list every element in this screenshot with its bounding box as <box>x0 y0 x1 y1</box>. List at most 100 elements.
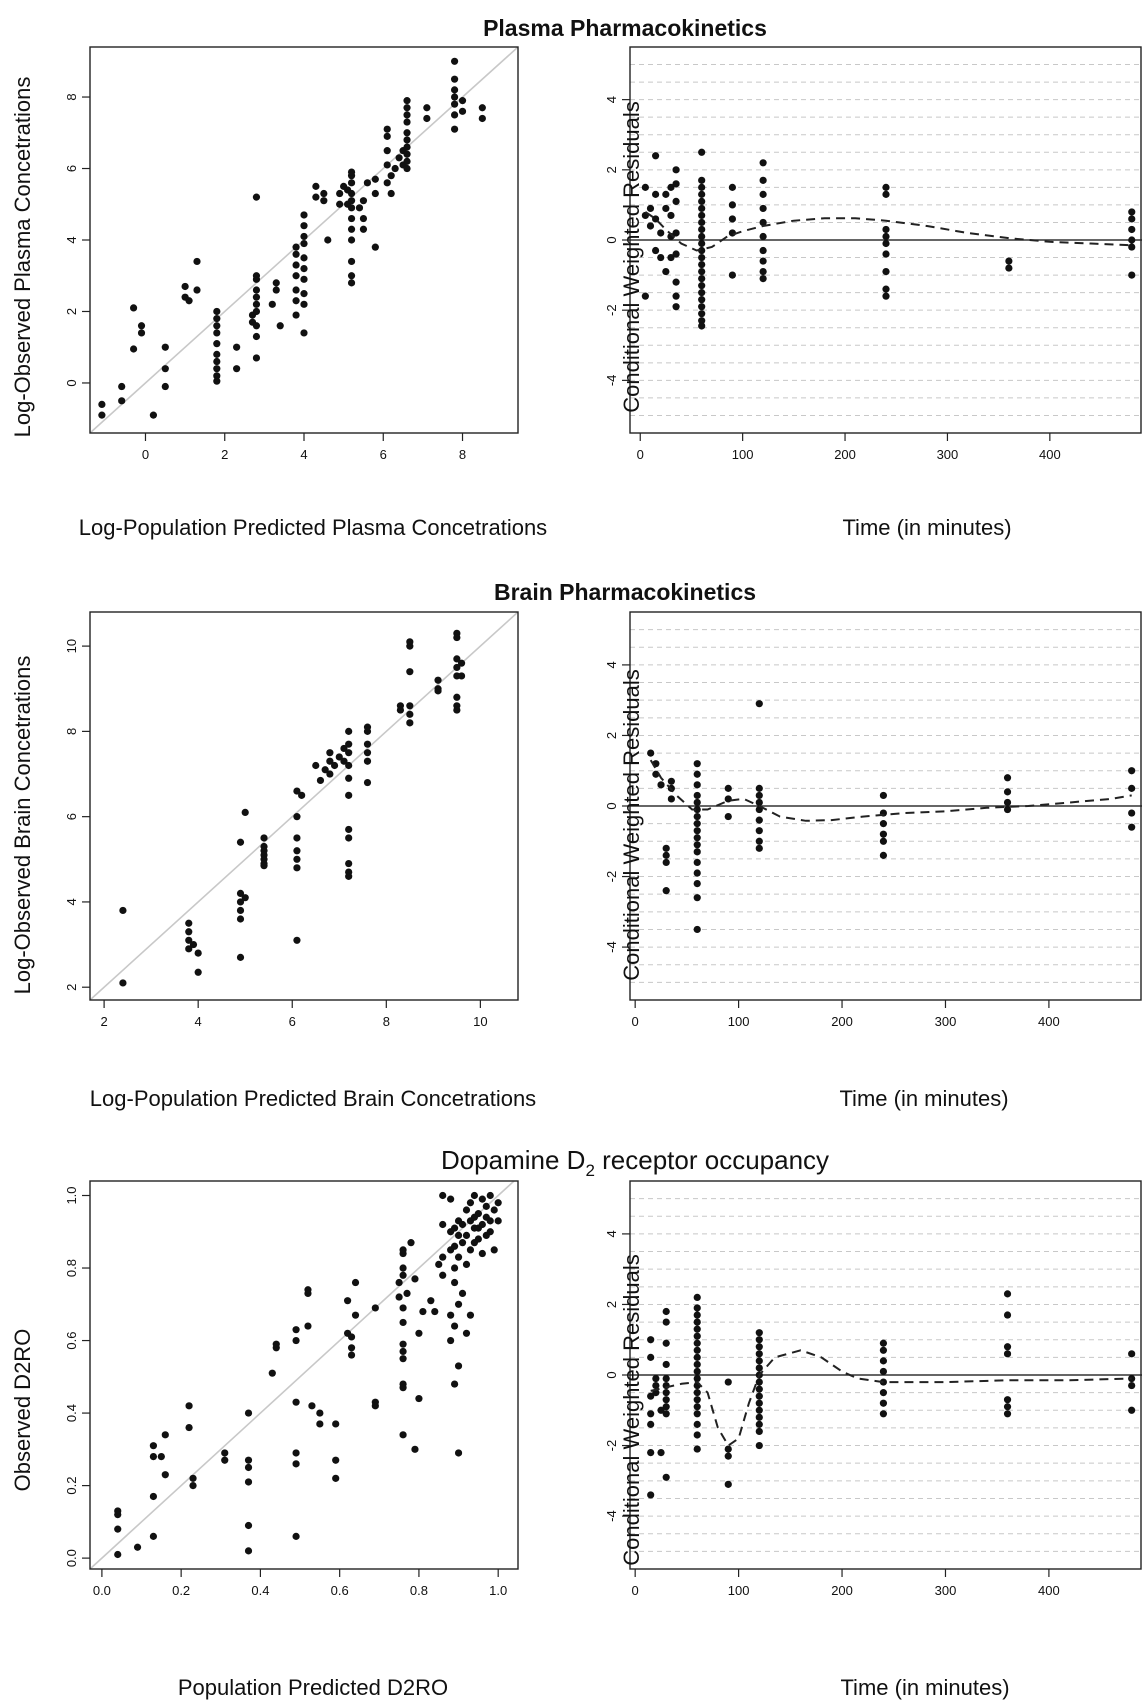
brain-obs-vs-pred-point <box>312 761 320 770</box>
plasma-residuals-point <box>641 292 649 300</box>
plasma-obs-vs-pred-panel: 0 2 4 6 8 0 2 4 6 8 Log-Population Predicted Plas… <box>10 46 547 540</box>
plasma-obs-vs-pred-point <box>363 179 372 187</box>
d2ro-residuals-point <box>662 1318 670 1326</box>
brain-obs-vs-pred-y-tick-label: 6 <box>64 813 79 820</box>
brain-obs-vs-pred-point <box>363 740 372 748</box>
d2ro-residuals-point <box>693 1389 701 1397</box>
brain-obs-vs-pred-x-tick-label: 2 <box>100 1014 107 1029</box>
brain-residuals-plot: 0 100 200 300 400 -4 -2 0 2 4 <box>604 611 1142 1029</box>
brain-residuals-point <box>647 749 655 757</box>
plasma-obs-vs-pred-point <box>98 411 106 419</box>
d2ro-residuals-point <box>662 1374 670 1383</box>
d2ro-obs-vs-pred-point <box>292 1398 300 1406</box>
brain-residuals-x-tick-label: 0 <box>632 1014 639 1029</box>
d2ro-obs-vs-pred-point <box>490 1246 498 1254</box>
d2ro-obs-vs-pred-point <box>149 1532 158 1540</box>
plasma-obs-vs-pred-point <box>292 261 300 269</box>
plasma-residuals-point <box>728 183 737 191</box>
plasma-obs-vs-pred-point <box>450 86 459 94</box>
d2ro-residuals-ylabel: Conditional Weighted Residuals <box>619 1254 644 1565</box>
brain-residuals-point <box>1128 823 1136 831</box>
d2ro-residuals-point <box>662 1473 670 1481</box>
plasma-obs-vs-pred-y-tick-label: 8 <box>64 93 79 100</box>
brain-residuals-point <box>693 820 701 828</box>
d2ro-residuals-point <box>879 1389 888 1397</box>
plasma-obs-vs-pred-point <box>383 161 391 169</box>
plasma-obs-vs-pred-point <box>450 100 459 108</box>
plasma-residuals-point <box>667 253 675 262</box>
d2ro-residuals-point <box>1003 1343 1012 1351</box>
plasma-obs-vs-pred-x-tick-label: 4 <box>300 447 307 462</box>
d2ro-obs-vs-pred-point <box>439 1191 447 1200</box>
plasma-obs-vs-pred-point <box>213 315 221 323</box>
brain-residuals-xlabel: Time (in minutes) <box>839 1086 1008 1111</box>
brain-obs-vs-pred-point <box>434 676 442 684</box>
plasma-residuals-point <box>728 215 737 223</box>
brain-residuals-panel: 0 100 200 300 400 -4 -2 0 2 4 Time (in minutes) C… <box>604 611 1142 1111</box>
plasma-residuals-point <box>759 159 767 167</box>
d2ro-obs-vs-pred-point <box>399 1347 407 1356</box>
d2ro-obs-vs-pred-point <box>149 1492 158 1501</box>
brain-obs-vs-pred-point <box>236 838 245 846</box>
brain-residuals-point <box>1128 767 1136 775</box>
plasma-obs-vs-pred-point <box>300 264 308 273</box>
d2ro-obs-vs-pred-point <box>478 1249 486 1258</box>
plasma-residuals-point <box>882 267 890 276</box>
d2ro-residuals-point <box>879 1410 888 1418</box>
brain-obs-vs-pred-point <box>406 710 414 718</box>
plasma-residuals-point <box>759 176 767 184</box>
d2ro-obs-vs-pred-point <box>411 1275 419 1283</box>
brain-obs-vs-pred-y-tick-label: 2 <box>64 984 79 991</box>
plasma-residuals-point <box>698 267 706 276</box>
plasma-obs-vs-pred-point <box>213 357 221 366</box>
d2ro-obs-vs-pred-y-tick-label: 0.4 <box>64 1404 79 1422</box>
d2ro-obs-vs-pred-panel: 0.0 0.2 0.4 0.6 0.8 1.0 0.0 0.2 0.4 0.6 0.8 1.0 Pop… <box>10 1180 519 1700</box>
brain-residuals-point <box>1003 774 1012 782</box>
brain-obs-vs-pred-point <box>241 808 249 816</box>
d2ro-obs-vs-pred-point <box>427 1297 435 1305</box>
d2ro-obs-vs-pred-point <box>478 1220 486 1229</box>
d2ro-residuals-point <box>879 1357 888 1365</box>
d2ro-obs-vs-pred-point <box>308 1402 316 1410</box>
d2ro-residuals-point <box>879 1346 888 1354</box>
plasma-obs-vs-pred-point <box>355 204 364 212</box>
d2ro-obs-vs-pred-point <box>435 1260 443 1269</box>
d2ro-obs-vs-pred-point <box>454 1300 463 1308</box>
d2ro-obs-vs-pred-point <box>399 1431 407 1439</box>
d2ro-residuals-point <box>755 1441 763 1450</box>
plasma-obs-vs-pred-point <box>478 114 486 123</box>
plasma-obs-vs-pred-point <box>387 189 395 198</box>
plasma-obs-vs-pred-point <box>193 286 201 294</box>
d2ro-obs-vs-pred-y-tick-label: 1.0 <box>64 1186 79 1204</box>
d2ro-obs-vs-pred-point <box>332 1456 340 1464</box>
brain-obs-vs-pred-point <box>293 936 301 944</box>
plasma-residuals-point <box>662 204 670 213</box>
d2ro-residuals-point <box>1003 1311 1012 1319</box>
d2ro-title-main: Dopamine D <box>441 1145 586 1175</box>
d2ro-obs-vs-pred-point <box>332 1474 340 1482</box>
d2ro-obs-vs-pred-point <box>244 1547 253 1555</box>
plasma-obs-vs-pred-point <box>458 107 467 115</box>
d2ro-residuals-point <box>693 1332 701 1340</box>
d2ro-residuals-point <box>1128 1381 1136 1390</box>
plasma-residuals-x-tick-label: 300 <box>937 447 959 462</box>
plasma-residuals-point <box>759 190 767 198</box>
brain-obs-vs-pred-point <box>326 757 334 765</box>
plasma-obs-vs-pred-point <box>213 365 221 373</box>
plasma-residuals-point <box>698 275 706 283</box>
brain-residuals-point <box>693 827 701 835</box>
brain-obs-vs-pred-y-tick-label: 8 <box>64 728 79 735</box>
brain-residuals-point <box>1003 798 1012 807</box>
d2ro-obs-vs-pred-point <box>462 1231 471 1239</box>
plasma-obs-vs-pred-point <box>137 322 146 330</box>
d2ro-obs-vs-pred-point <box>244 1463 253 1472</box>
brain-residuals-point <box>693 805 701 814</box>
d2ro-obs-vs-pred-point <box>189 1481 197 1490</box>
plasma-residuals-point <box>672 303 680 311</box>
d2ro-obs-vs-pred-point <box>458 1220 467 1229</box>
brain-residuals-x-tick-label: 200 <box>831 1014 853 1029</box>
brain-obs-vs-pred-point <box>260 862 268 870</box>
plasma-obs-vs-pred-point <box>450 75 459 83</box>
d2ro-residuals-point <box>693 1293 701 1301</box>
plasma-obs-vs-pred-point <box>233 343 241 351</box>
